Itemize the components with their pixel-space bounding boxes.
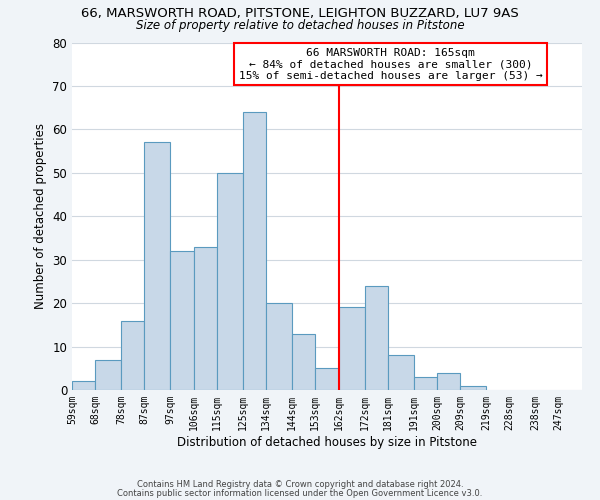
Bar bbox=[365, 286, 388, 390]
Bar bbox=[72, 382, 95, 390]
Bar bbox=[316, 368, 338, 390]
Text: Size of property relative to detached houses in Pitstone: Size of property relative to detached ho… bbox=[136, 18, 464, 32]
X-axis label: Distribution of detached houses by size in Pitstone: Distribution of detached houses by size … bbox=[177, 436, 477, 448]
Text: 66 MARSWORTH ROAD: 165sqm
← 84% of detached houses are smaller (300)
15% of semi: 66 MARSWORTH ROAD: 165sqm ← 84% of detac… bbox=[239, 48, 542, 81]
Text: Contains HM Land Registry data © Crown copyright and database right 2024.: Contains HM Land Registry data © Crown c… bbox=[137, 480, 463, 489]
Text: 66, MARSWORTH ROAD, PITSTONE, LEIGHTON BUZZARD, LU7 9AS: 66, MARSWORTH ROAD, PITSTONE, LEIGHTON B… bbox=[81, 8, 519, 20]
Bar bbox=[414, 377, 437, 390]
Bar bbox=[266, 303, 292, 390]
Bar bbox=[460, 386, 486, 390]
Bar bbox=[292, 334, 316, 390]
Y-axis label: Number of detached properties: Number of detached properties bbox=[34, 123, 47, 309]
Bar bbox=[217, 173, 243, 390]
Bar bbox=[388, 355, 414, 390]
Bar bbox=[437, 372, 460, 390]
Text: Contains public sector information licensed under the Open Government Licence v3: Contains public sector information licen… bbox=[118, 488, 482, 498]
Bar bbox=[121, 320, 145, 390]
Bar bbox=[95, 360, 121, 390]
Bar bbox=[243, 112, 266, 390]
Bar bbox=[194, 246, 217, 390]
Bar bbox=[170, 251, 194, 390]
Bar bbox=[145, 142, 170, 390]
Bar bbox=[338, 308, 365, 390]
